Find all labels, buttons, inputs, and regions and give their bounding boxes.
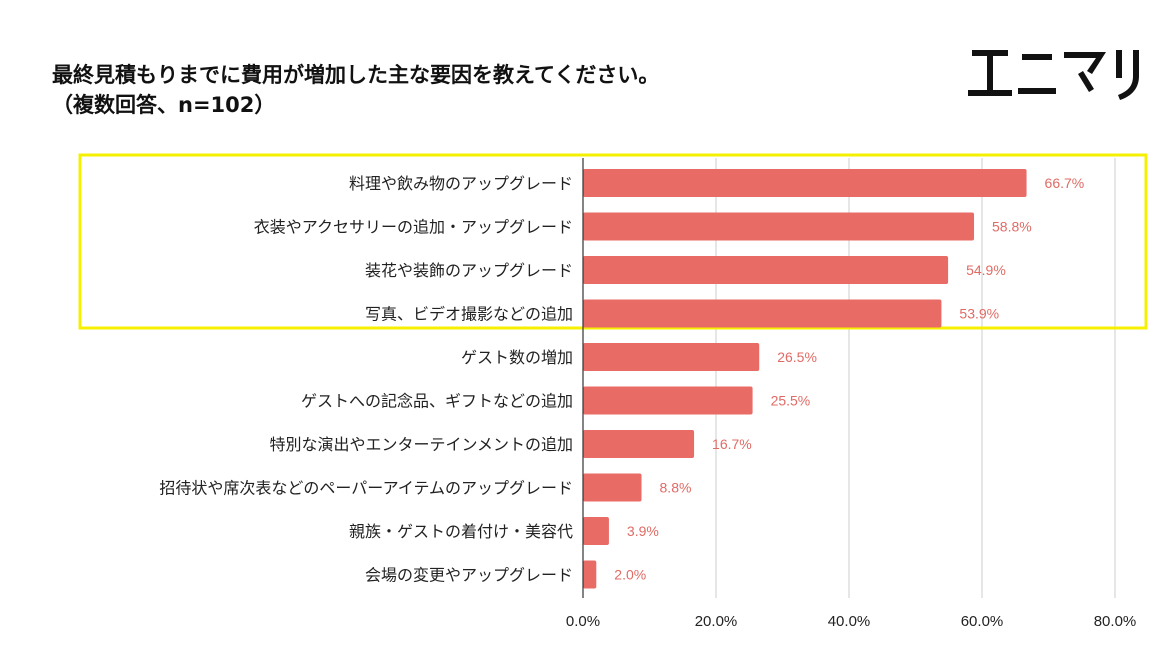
value-label-6: 25.5% — [771, 393, 811, 409]
x-tick-label-2: 40.0% — [828, 613, 871, 630]
enimari-logo — [968, 50, 1139, 100]
logo-wordmark — [968, 50, 1139, 100]
category-label-5: ゲスト数の増加 — [461, 348, 573, 367]
category-label-10: 会場の変更やアップグレード — [365, 566, 573, 585]
x-tick-label-0: 0.0% — [566, 613, 600, 630]
bars: 料理や飲み物のアップグレード 66.7% 衣装やアクセサリーの追加・アップグレード 5… — [159, 169, 1084, 589]
bar-5 — [583, 343, 760, 371]
bar-3 — [583, 256, 949, 284]
category-label-3: 装花や装飾のアップグレード — [365, 261, 573, 280]
category-label-8: 招待状や席次表などのペーパーアイテムのアップグレード — [159, 479, 573, 498]
chart-title-line-1: 最終見積もりまでに費用が増加した主な要因を教えてください。 — [52, 63, 660, 87]
category-label-4: 写真、ビデオ撮影などの追加 — [365, 305, 573, 324]
x-tick-label-3: 60.0% — [961, 613, 1004, 630]
highlight-box — [78, 153, 1148, 330]
category-label-9: 親族・ゲストの着付け・美容代 — [349, 522, 573, 541]
value-label-3: 54.9% — [966, 262, 1006, 278]
bar-2 — [583, 212, 975, 241]
bar-9 — [583, 517, 609, 545]
bar-6 — [583, 386, 753, 415]
category-label-1: 料理や飲み物のアップグレード — [349, 174, 573, 193]
value-label-1: 66.7% — [1045, 175, 1085, 191]
value-label-9: 3.9% — [627, 523, 659, 539]
chart-title: 最終見積もりまでに費用が増加した主な要因を教えてください。 （複数回答、n=10… — [52, 60, 659, 120]
category-label-2: 衣装やアクセサリーの追加・アップグレード — [254, 218, 573, 237]
value-label-8: 8.8% — [660, 480, 692, 496]
x-tick-label-4: 80.0% — [1094, 613, 1137, 630]
value-label-5: 26.5% — [777, 349, 817, 365]
bar-8 — [583, 473, 642, 502]
bar-4 — [583, 299, 942, 328]
value-label-7: 16.7% — [712, 436, 752, 452]
bar-7 — [583, 430, 695, 458]
x-tick-label-1: 20.0% — [695, 613, 738, 630]
chart-title-line-2: （複数回答、n=102） — [52, 93, 276, 117]
value-label-2: 58.8% — [992, 219, 1032, 235]
value-label-10: 2.0% — [614, 567, 646, 583]
bar-10 — [583, 560, 597, 589]
category-label-7: 特別な演出やエンターテインメントの追加 — [269, 435, 573, 454]
value-label-4: 53.9% — [959, 306, 999, 322]
category-label-6: ゲストへの記念品、ギフトなどの追加 — [301, 392, 573, 411]
bar-1 — [583, 169, 1027, 197]
